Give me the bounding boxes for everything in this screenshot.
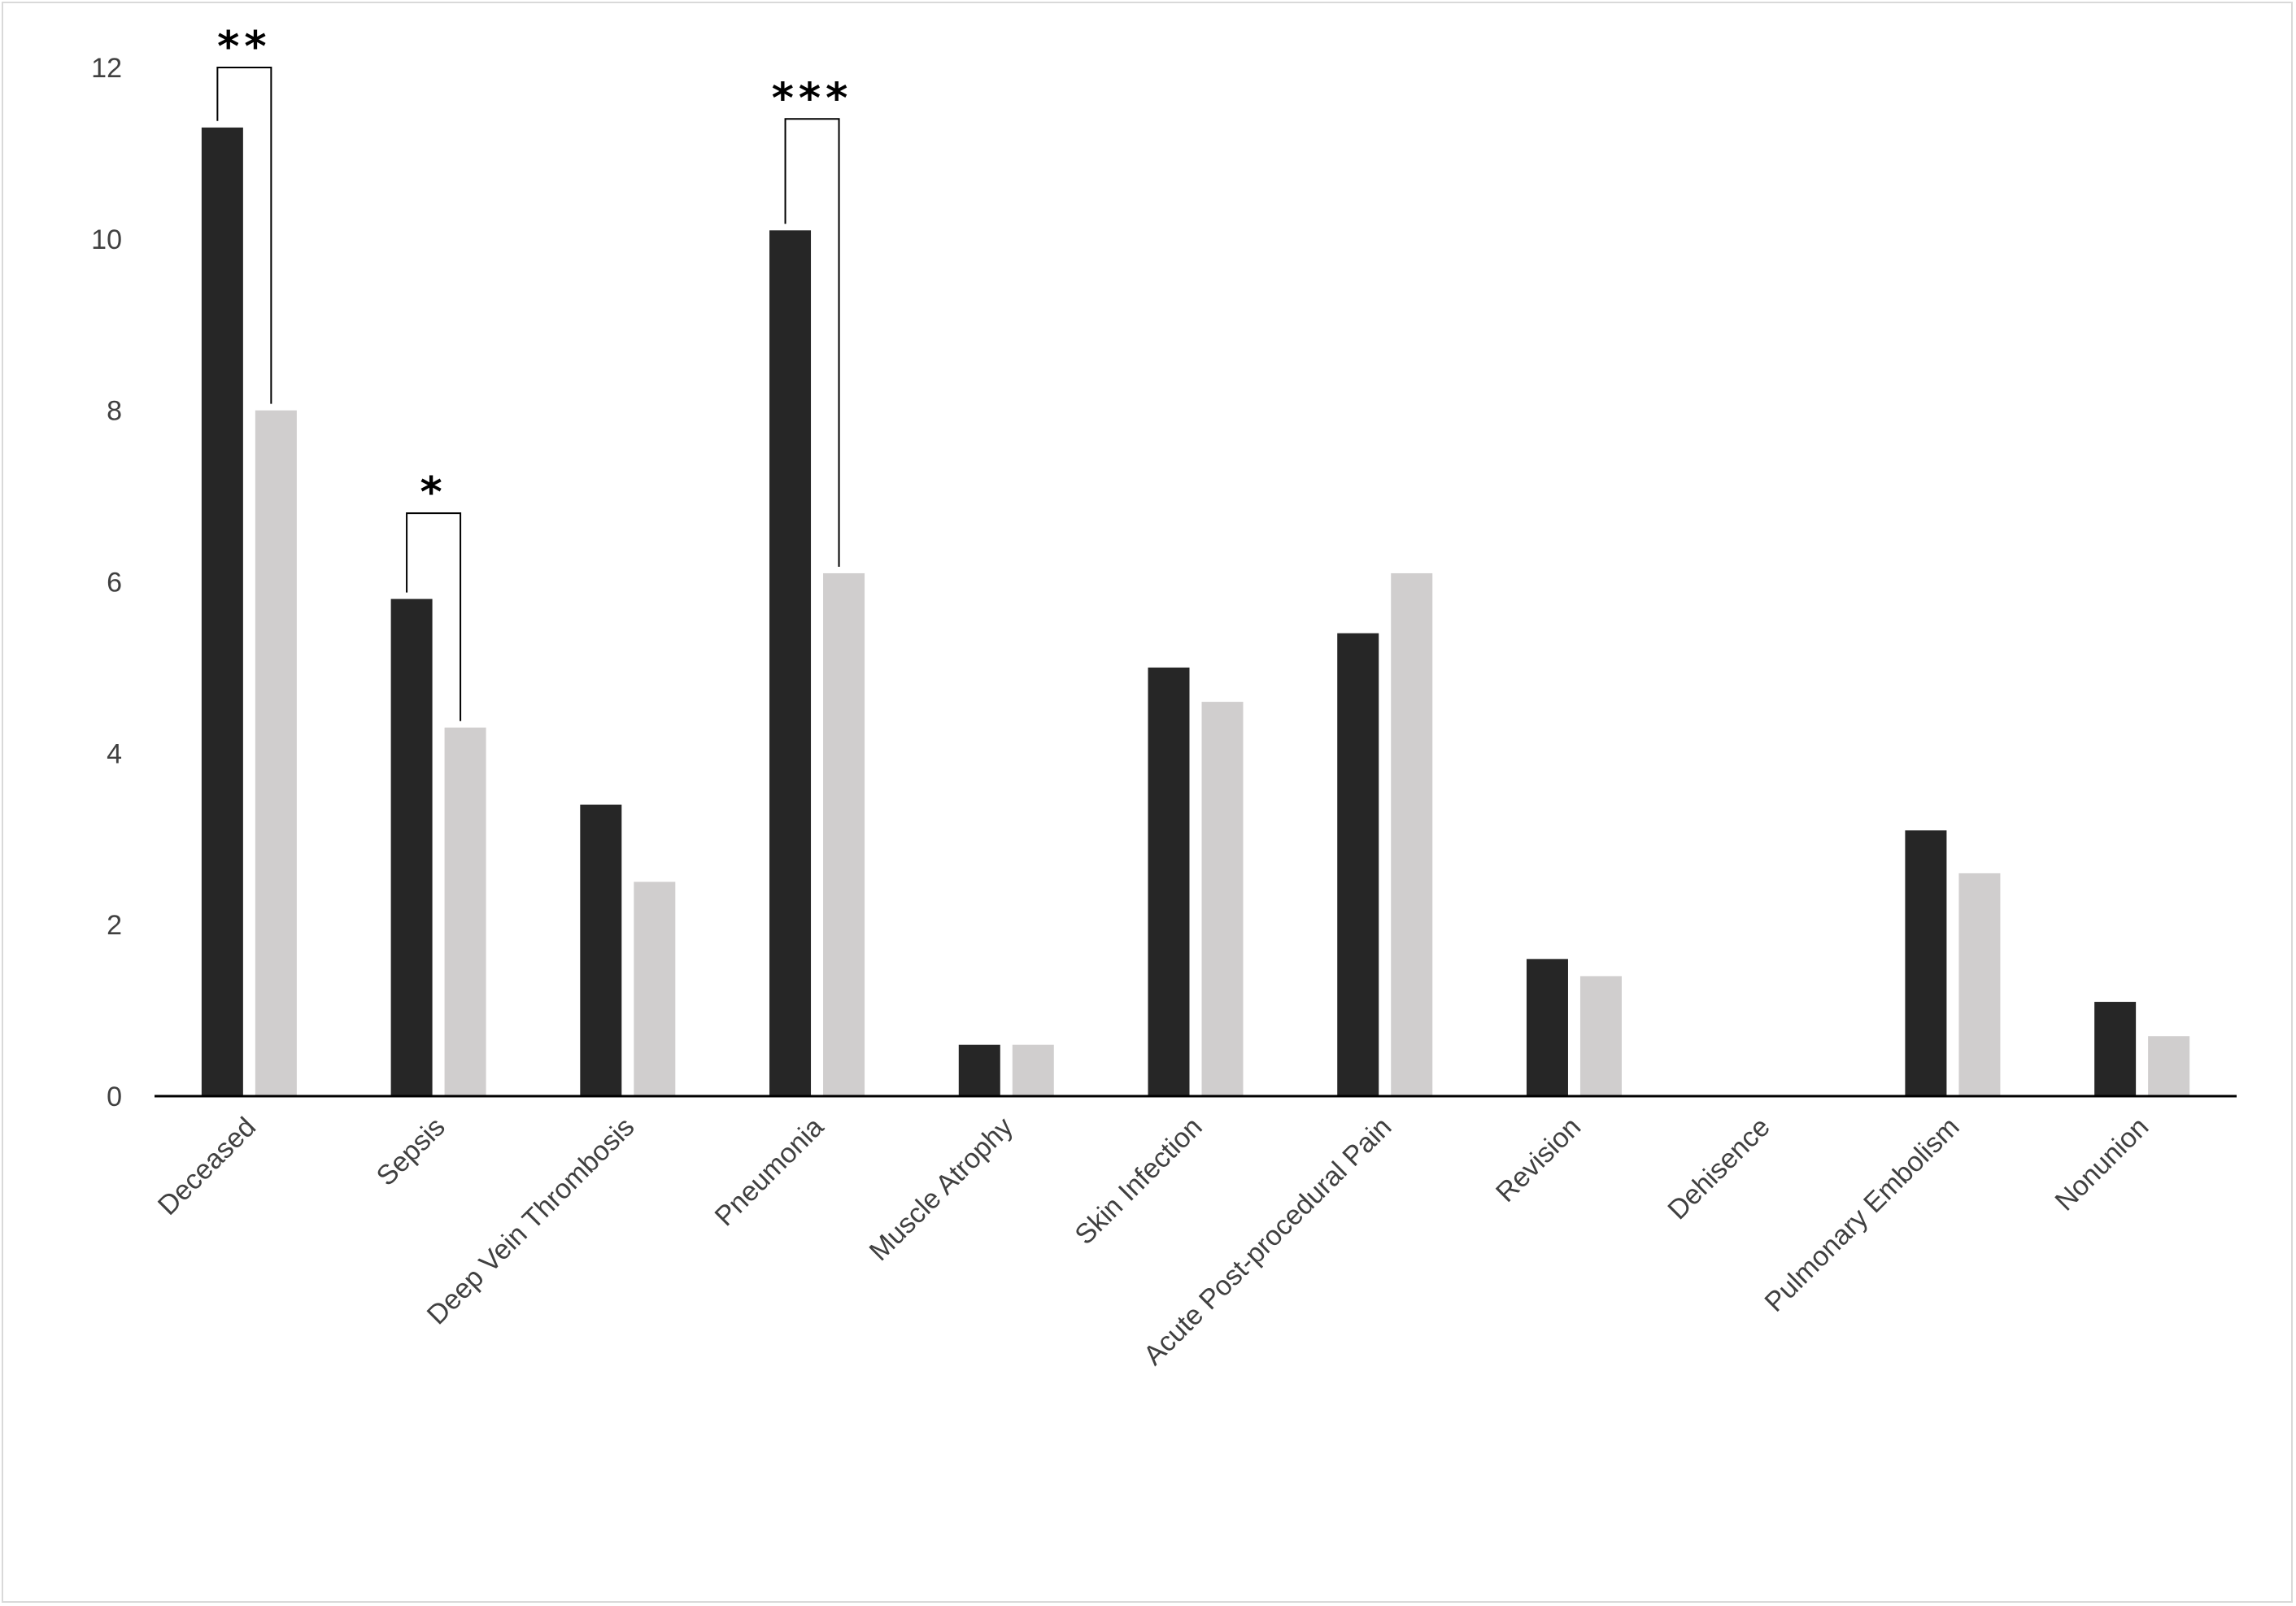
bar-series-2-3 bbox=[823, 572, 865, 1096]
x-category-label: Nonunion bbox=[2049, 1112, 2154, 1217]
x-category-label: Pulmonary Embolism bbox=[1759, 1112, 1966, 1318]
y-tick-label: 8 bbox=[107, 396, 122, 427]
bar-series-2-10 bbox=[2148, 1036, 2190, 1096]
y-tick-label: 6 bbox=[107, 568, 122, 598]
x-category-label: Deep Vein Thrombosis bbox=[421, 1112, 641, 1331]
x-category-label: Muscle Atrophy bbox=[864, 1112, 1019, 1267]
bar-series-1-6 bbox=[1337, 633, 1379, 1096]
y-axis-ticks: 0 2 4 6 8 10 12 bbox=[91, 53, 122, 1112]
significance-bracket bbox=[784, 118, 840, 567]
bar-series-1-10 bbox=[2094, 1002, 2137, 1096]
bar-series-2-6 bbox=[1391, 572, 1433, 1096]
bar-series-1-9 bbox=[1905, 830, 1947, 1096]
bar-series-2-5 bbox=[1201, 702, 1244, 1096]
bar-series-1-7 bbox=[1526, 959, 1568, 1096]
y-tick-label: 10 bbox=[91, 224, 122, 255]
x-category-label: Deceased bbox=[152, 1112, 262, 1221]
significance-label: *** bbox=[772, 74, 853, 123]
bar-series-2-2 bbox=[634, 881, 676, 1096]
bar-series-1-3 bbox=[769, 230, 812, 1097]
bar-series-2-0 bbox=[255, 410, 297, 1097]
bars bbox=[201, 127, 2190, 1097]
x-category-label: Pneumonia bbox=[709, 1112, 830, 1233]
x-category-label: Skin Infection bbox=[1069, 1112, 1208, 1251]
significance-brackets: ****** bbox=[216, 23, 853, 721]
bar-series-2-1 bbox=[444, 727, 486, 1096]
bar-series-2-4 bbox=[1012, 1044, 1054, 1096]
bar-series-1-5 bbox=[1148, 667, 1190, 1096]
y-tick-label: 2 bbox=[107, 910, 122, 941]
bar-series-2-7 bbox=[1579, 976, 1622, 1096]
bar-series-1-2 bbox=[580, 804, 622, 1096]
bar-series-1-4 bbox=[958, 1044, 1000, 1096]
significance-bracket bbox=[406, 512, 462, 721]
x-category-label: Sepsis bbox=[371, 1112, 451, 1192]
x-category-label: Dehisence bbox=[1662, 1112, 1775, 1225]
x-category-label: Revision bbox=[1490, 1112, 1587, 1208]
y-tick-label: 12 bbox=[91, 53, 122, 84]
bar-series-1-0 bbox=[201, 127, 243, 1097]
bar-series-1-1 bbox=[390, 598, 433, 1096]
significance-bracket bbox=[216, 67, 272, 404]
significance-label: * bbox=[420, 468, 447, 517]
y-tick-label: 4 bbox=[107, 738, 122, 769]
bar-series-2-9 bbox=[1958, 873, 2001, 1096]
significance-label: ** bbox=[217, 23, 271, 72]
y-tick-label: 0 bbox=[107, 1082, 122, 1112]
